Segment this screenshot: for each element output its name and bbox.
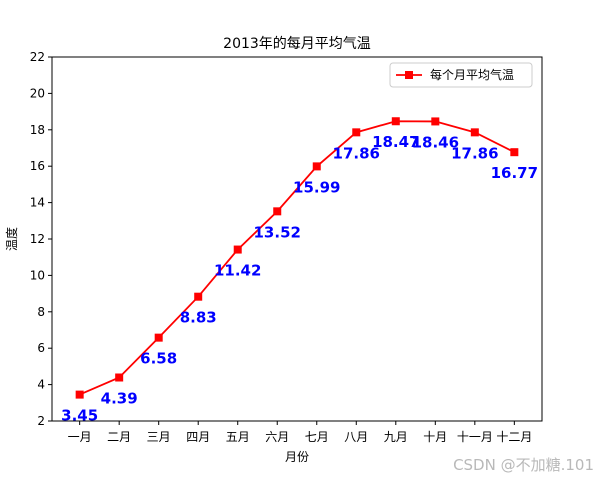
x-axis: 一月 二月 三月 四月 五月 六月 七月 八月 九月 十月 十一月 十二月 [68, 421, 532, 444]
x-tick-label: 七月 [305, 430, 329, 444]
data-label: 15.99 [293, 178, 340, 196]
data-label: 8.83 [180, 309, 217, 327]
legend: 每个月平均气温 [389, 62, 533, 88]
data-label: 4.39 [101, 390, 138, 408]
data-label: 17.86 [451, 144, 498, 162]
data-point [391, 117, 400, 126]
x-tick-label: 十二月 [496, 430, 532, 444]
x-tick-label: 九月 [384, 430, 408, 444]
y-tick-label: 12 [30, 232, 45, 246]
x-axis-title: 月份 [285, 450, 309, 464]
y-tick-label: 20 [30, 86, 45, 100]
data-point [75, 390, 84, 399]
data-point [470, 128, 479, 137]
series-line [79, 120, 515, 396]
x-tick-label: 二月 [107, 430, 131, 444]
data-label: 18.47 [372, 133, 419, 151]
y-tick-label: 18 [30, 123, 45, 137]
y-tick-label: 16 [30, 159, 45, 173]
data-point [273, 207, 282, 216]
data-label: 16.77 [491, 164, 538, 182]
y-tick-label: 2 [37, 414, 45, 428]
data-label: 11.42 [214, 262, 261, 280]
x-tick-label: 八月 [344, 430, 368, 444]
data-point [352, 128, 361, 137]
data-point [431, 117, 440, 126]
data-label: 13.52 [254, 223, 301, 241]
data-point [115, 373, 124, 382]
y-tick-label: 6 [37, 341, 45, 355]
x-tick-label: 十月 [423, 430, 447, 444]
x-tick-label: 四月 [186, 430, 210, 444]
y-tick-label: 22 [30, 50, 45, 64]
x-tick-label: 三月 [147, 430, 171, 444]
data-point [194, 292, 203, 301]
x-tick-label: 六月 [265, 430, 289, 444]
data-labels: 3.454.396.588.8311.4213.5215.9917.8618.4… [61, 133, 538, 424]
data-label: 18.46 [412, 133, 459, 151]
y-tick-label: 10 [30, 268, 45, 282]
data-label: 6.58 [140, 350, 177, 368]
data-point [312, 162, 321, 171]
watermark: CSDN @不加糖.101 [453, 456, 594, 474]
data-label: 17.86 [333, 144, 380, 162]
x-tick-label: 十一月 [457, 430, 493, 444]
legend-marker-swatch [405, 71, 413, 79]
plot-frame [51, 56, 543, 422]
chart-title: 2013年的每月平均气温 [223, 36, 371, 52]
x-tick-label: 五月 [226, 430, 250, 444]
y-axis: 2 4 6 8 10 12 14 16 18 20 22 [30, 50, 52, 428]
data-point [154, 333, 163, 342]
y-tick-label: 8 [37, 305, 45, 319]
y-tick-label: 4 [37, 378, 45, 392]
x-tick-label: 一月 [68, 430, 92, 444]
legend-box [389, 62, 533, 88]
data-point [510, 148, 519, 157]
series-markers [75, 117, 519, 399]
data-label: 3.45 [61, 407, 98, 425]
legend-series-name: 每个月平均气温 [430, 67, 514, 82]
y-tick-label: 14 [30, 196, 45, 210]
y-axis-title: 温度 [4, 227, 19, 251]
data-point [233, 245, 242, 254]
